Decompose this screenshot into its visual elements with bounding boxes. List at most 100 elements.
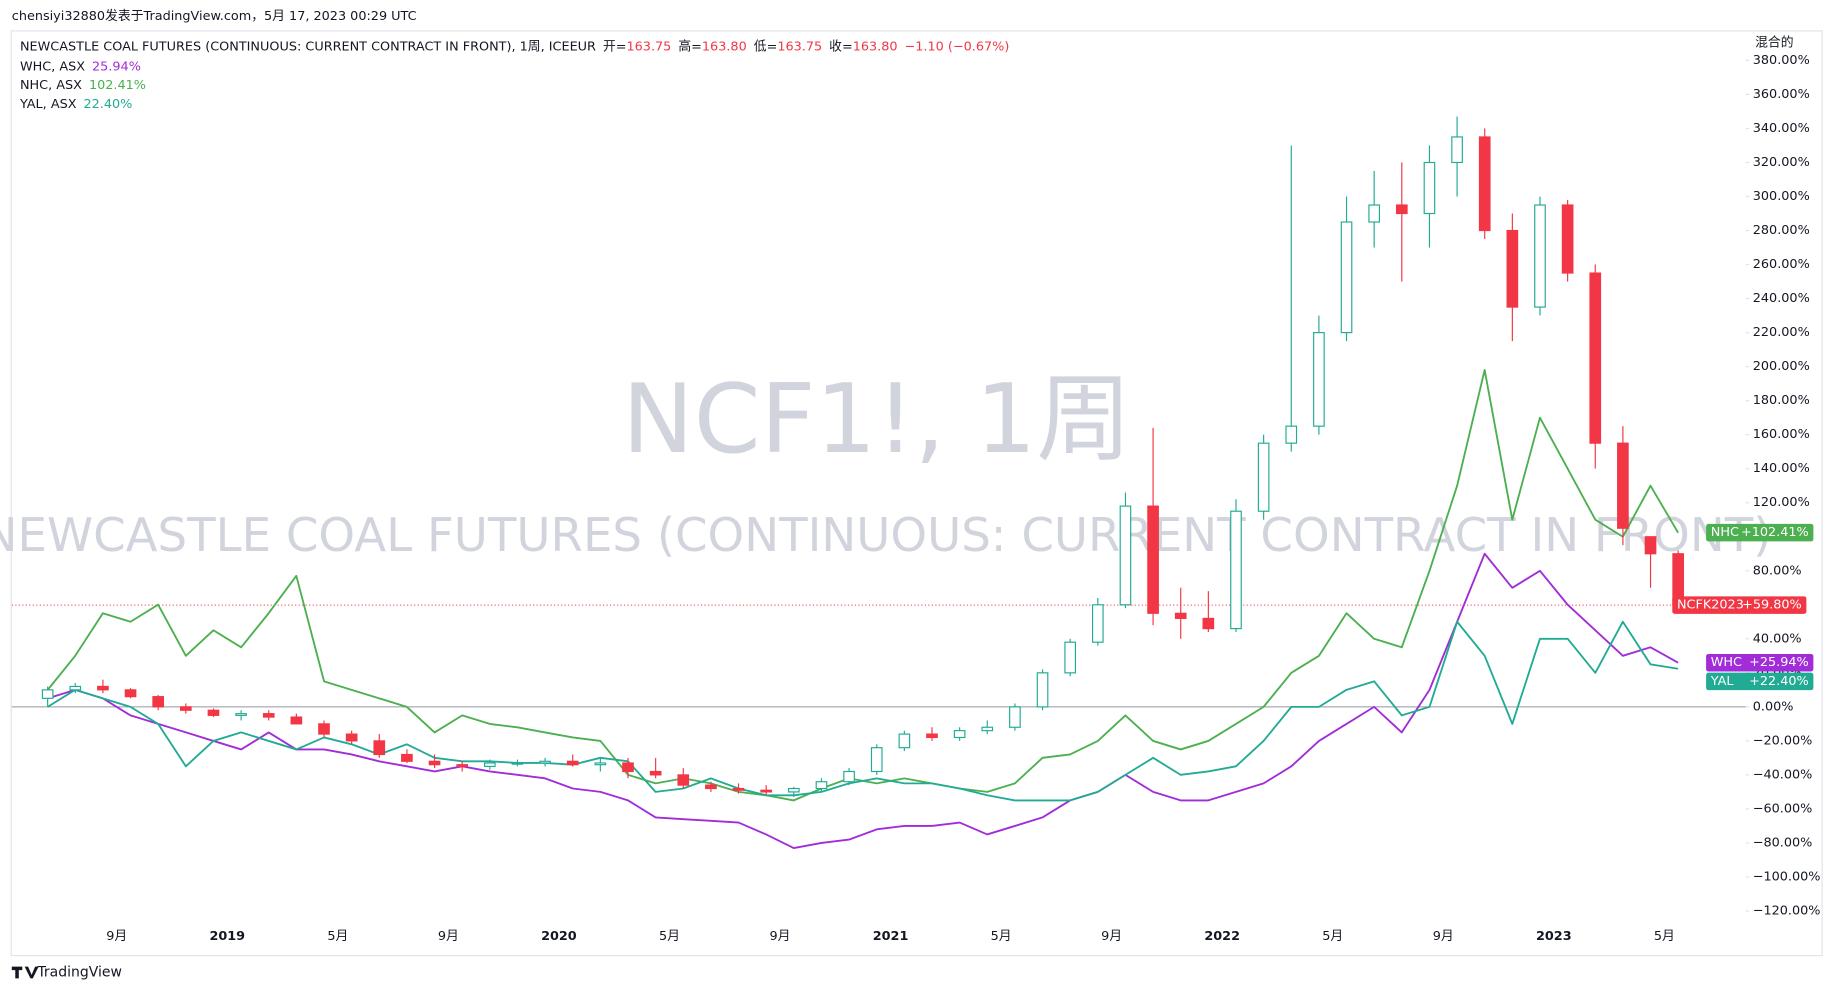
y-tick-label: 320.00%	[1753, 155, 1810, 170]
candle-body	[1119, 505, 1132, 606]
candle-body	[649, 770, 662, 776]
ohlc-label: 收=	[829, 39, 853, 54]
candle-body	[953, 730, 966, 739]
y-tick-label: 120.00%	[1753, 495, 1810, 510]
candle-body	[1174, 612, 1187, 619]
y-tick-label: −40.00%	[1753, 767, 1813, 782]
legend-main: NEWCASTLE COAL FUTURES (CONTINUOUS: CURR…	[20, 38, 1009, 54]
x-tick-label: 9月	[770, 929, 791, 944]
series-tag	[1706, 672, 1814, 691]
series-tag-value: +25.94%	[1749, 655, 1809, 670]
candle-body	[97, 685, 109, 691]
candle-body	[179, 706, 192, 711]
candle-body	[1313, 332, 1325, 427]
candle-body	[1230, 510, 1242, 630]
series-tag	[1706, 653, 1814, 672]
ohlc-value: 163.80	[702, 39, 747, 54]
candle-body	[1340, 221, 1353, 334]
candle-body	[262, 713, 275, 718]
candle-body	[373, 740, 386, 756]
y-tick-label: −60.00%	[1753, 801, 1813, 816]
candle-body	[1534, 204, 1546, 308]
price-change: −1.10 (−0.67%)	[905, 39, 1010, 54]
candle-body	[235, 713, 247, 716]
candle-body	[843, 770, 855, 783]
candle-body	[1589, 272, 1602, 444]
x-tick-label: 2020	[541, 929, 577, 944]
x-tick-label: 5月	[659, 929, 680, 944]
candle-body	[1009, 706, 1021, 728]
candle-body	[41, 689, 54, 699]
legend-series: WHC, ASX 25.94%	[20, 59, 141, 74]
candle-body	[622, 762, 634, 773]
candle-body	[1036, 672, 1049, 708]
footer-logo: TradingView	[11, 965, 122, 981]
legend-title: NEWCASTLE COAL FUTURES (CONTINUOUS: CURR…	[20, 39, 596, 54]
candle-body	[1064, 641, 1077, 674]
x-tick-label: 2021	[873, 929, 909, 944]
y-tick-label: 360.00%	[1753, 87, 1810, 102]
legend-value: 25.94%	[92, 59, 141, 74]
y-tick-label: 0.00%	[1753, 699, 1794, 714]
series-line	[47, 620, 1679, 802]
y-tick-label: 160.00%	[1753, 427, 1810, 442]
watermark-symbol: NCF1!, 1周	[622, 363, 1132, 475]
y-tick-label: 40.00%	[1753, 631, 1802, 646]
legend-series: NHC, ASX 102.41%	[20, 78, 146, 93]
candle-body	[539, 760, 551, 764]
logo-mark	[11, 966, 39, 979]
y-tick-label: 380.00%	[1753, 53, 1810, 68]
x-tick-label: 2019	[209, 929, 245, 944]
candle-body	[124, 689, 137, 698]
series-tag-name: WHC	[1711, 655, 1742, 670]
candle-body	[345, 733, 358, 742]
x-tick-label: 2022	[1204, 929, 1240, 944]
candle-body	[207, 709, 220, 716]
candle-body	[705, 784, 717, 790]
ohlc-label: 高=	[678, 38, 702, 54]
legend-name: WHC, ASX	[20, 59, 85, 74]
series-tag-name: NHC	[1711, 525, 1739, 540]
x-tick-label: 9月	[438, 929, 459, 944]
y-tick-label: 280.00%	[1753, 223, 1810, 238]
candle-body	[594, 762, 607, 766]
x-tick-label: 5月	[327, 929, 348, 944]
candle-body	[1091, 604, 1104, 643]
candle-body	[926, 733, 938, 739]
legend-name: NHC, ASX	[20, 78, 82, 93]
series-tag	[1706, 523, 1814, 542]
series-tag-value: +22.40%	[1749, 674, 1809, 689]
candle-body	[1506, 229, 1519, 308]
y-tick-label: −80.00%	[1753, 835, 1813, 850]
plot-area	[11, 116, 1746, 850]
brand-name: TradingView	[36, 965, 122, 981]
candle-body	[1617, 442, 1629, 529]
watermark-description: NEWCASTLE COAL FUTURES (CONTINUOUS: CURR…	[0, 508, 1771, 562]
candle-body	[566, 760, 579, 766]
scale-mode-label: 混合的	[1755, 35, 1793, 51]
candle-body	[1395, 204, 1408, 215]
candle-body	[1451, 136, 1463, 164]
candle-body	[428, 760, 441, 766]
chart-frame	[10, 30, 1823, 957]
last-price-tag-value: +59.80%	[1742, 598, 1802, 613]
y-tick-label: −120.00%	[1753, 903, 1821, 918]
legend-value: 102.41%	[89, 78, 146, 93]
series-tag-name: YAL	[1710, 674, 1735, 689]
ohlc-value: 163.75	[627, 39, 672, 54]
ohlc-value: 163.80	[853, 39, 898, 54]
y-tick-label: 300.00%	[1753, 189, 1810, 204]
candle-body	[760, 789, 773, 793]
x-tick-label: 5月	[1322, 929, 1343, 944]
last-price-tag-name: NCFK2023	[1677, 598, 1744, 613]
y-tick-label: 260.00%	[1753, 257, 1810, 272]
series-line	[47, 552, 1679, 850]
candle-body	[787, 787, 800, 793]
candle-body	[815, 781, 828, 790]
ohlc-value: 163.75	[777, 39, 822, 54]
x-tick-label: 5月	[991, 929, 1012, 944]
candle-body	[981, 726, 994, 732]
candle-body	[898, 733, 911, 749]
